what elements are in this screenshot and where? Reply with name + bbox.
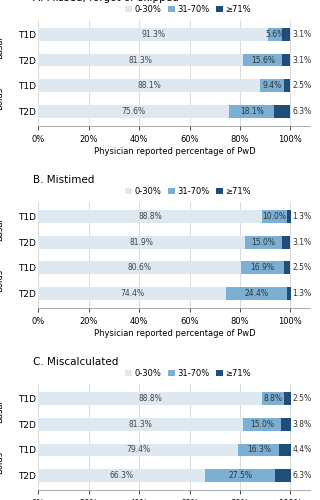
Bar (284, 262, 290, 274)
Bar (38, 210, 262, 222)
Bar (283, 28, 290, 40)
Text: 24.4%: 24.4% (244, 289, 268, 298)
Text: Basal: Basal (0, 400, 4, 422)
Legend: 0-30%, 31-70%, ≥71%: 0-30%, 31-70%, ≥71% (125, 187, 251, 196)
Text: 15.0%: 15.0% (252, 238, 276, 246)
Text: 3.1%: 3.1% (292, 56, 311, 64)
Bar (275, 470, 291, 482)
Text: 8.8%: 8.8% (264, 394, 283, 403)
Bar (262, 392, 284, 405)
Text: 1.3%: 1.3% (292, 289, 312, 298)
Bar (229, 105, 274, 118)
Text: 91.3%: 91.3% (141, 30, 165, 38)
Bar (245, 236, 283, 248)
Bar (243, 54, 283, 66)
Text: Basal: Basal (0, 218, 4, 240)
Legend: 0-30%, 31-70%, ≥71%: 0-30%, 31-70%, ≥71% (125, 5, 251, 14)
X-axis label: Physician reported percentage of PwD: Physician reported percentage of PwD (93, 328, 255, 338)
Text: Bolus: Bolus (0, 270, 4, 292)
Bar (38, 288, 226, 300)
Bar (205, 470, 275, 482)
Legend: 0-30%, 31-70%, ≥71%: 0-30%, 31-70%, ≥71% (125, 370, 251, 378)
Text: 5.6%: 5.6% (266, 30, 285, 38)
Text: A. Missed, forgot or skippedᵃ: A. Missed, forgot or skippedᵃ (33, 0, 183, 2)
Text: 80.6%: 80.6% (128, 264, 152, 272)
Text: 2.5%: 2.5% (292, 264, 311, 272)
Text: 2.5%: 2.5% (292, 82, 311, 90)
Text: 75.6%: 75.6% (122, 107, 146, 116)
Bar (284, 392, 291, 405)
Text: 79.4%: 79.4% (126, 446, 150, 454)
Text: 1.3%: 1.3% (292, 212, 312, 221)
Text: 3.1%: 3.1% (292, 30, 311, 38)
Bar (287, 288, 291, 300)
Text: 18.1%: 18.1% (240, 107, 263, 116)
Bar (283, 236, 290, 248)
Bar (262, 210, 287, 222)
Bar (38, 262, 241, 274)
Bar (38, 444, 238, 456)
Bar (287, 210, 291, 222)
Bar (38, 392, 262, 405)
Text: 3.8%: 3.8% (292, 420, 312, 428)
Bar (38, 28, 268, 40)
Text: B. Mistimed: B. Mistimed (33, 174, 94, 184)
Bar (38, 80, 260, 92)
Bar (241, 262, 284, 274)
Text: Bolus: Bolus (0, 87, 4, 110)
Text: 4.4%: 4.4% (292, 446, 312, 454)
Bar (268, 28, 283, 40)
Bar (243, 418, 281, 430)
Text: 88.1%: 88.1% (138, 82, 161, 90)
Text: 6.3%: 6.3% (292, 107, 311, 116)
Bar (284, 80, 290, 92)
Bar (279, 444, 291, 456)
Text: 2.5%: 2.5% (292, 394, 312, 403)
Bar (283, 54, 290, 66)
Text: 27.5%: 27.5% (228, 472, 252, 480)
Text: 15.0%: 15.0% (250, 420, 274, 428)
Text: C. Miscalculated: C. Miscalculated (33, 356, 118, 366)
Bar (38, 54, 243, 66)
Bar (38, 470, 205, 482)
Bar (38, 418, 243, 430)
Text: 81.3%: 81.3% (129, 56, 153, 64)
Text: 88.8%: 88.8% (138, 212, 162, 221)
Text: 15.6%: 15.6% (251, 56, 275, 64)
Text: Bolus: Bolus (0, 452, 4, 474)
Bar (38, 236, 245, 248)
Text: Basal: Basal (0, 36, 4, 59)
Text: 10.0%: 10.0% (263, 212, 287, 221)
Bar (281, 418, 291, 430)
Text: 74.4%: 74.4% (120, 289, 144, 298)
Text: 9.4%: 9.4% (262, 82, 282, 90)
Bar (226, 288, 287, 300)
Text: 88.8%: 88.8% (138, 394, 162, 403)
Text: 16.3%: 16.3% (247, 446, 271, 454)
Text: 66.3%: 66.3% (110, 472, 134, 480)
Text: 81.3%: 81.3% (129, 420, 153, 428)
Text: 16.9%: 16.9% (251, 264, 275, 272)
Bar (274, 105, 290, 118)
Text: 81.9%: 81.9% (130, 238, 154, 246)
X-axis label: Physician reported percentage of PwD: Physician reported percentage of PwD (93, 146, 255, 156)
Bar (260, 80, 284, 92)
Text: 3.1%: 3.1% (292, 238, 311, 246)
Text: 6.3%: 6.3% (292, 472, 312, 480)
Bar (38, 105, 229, 118)
Bar (238, 444, 279, 456)
